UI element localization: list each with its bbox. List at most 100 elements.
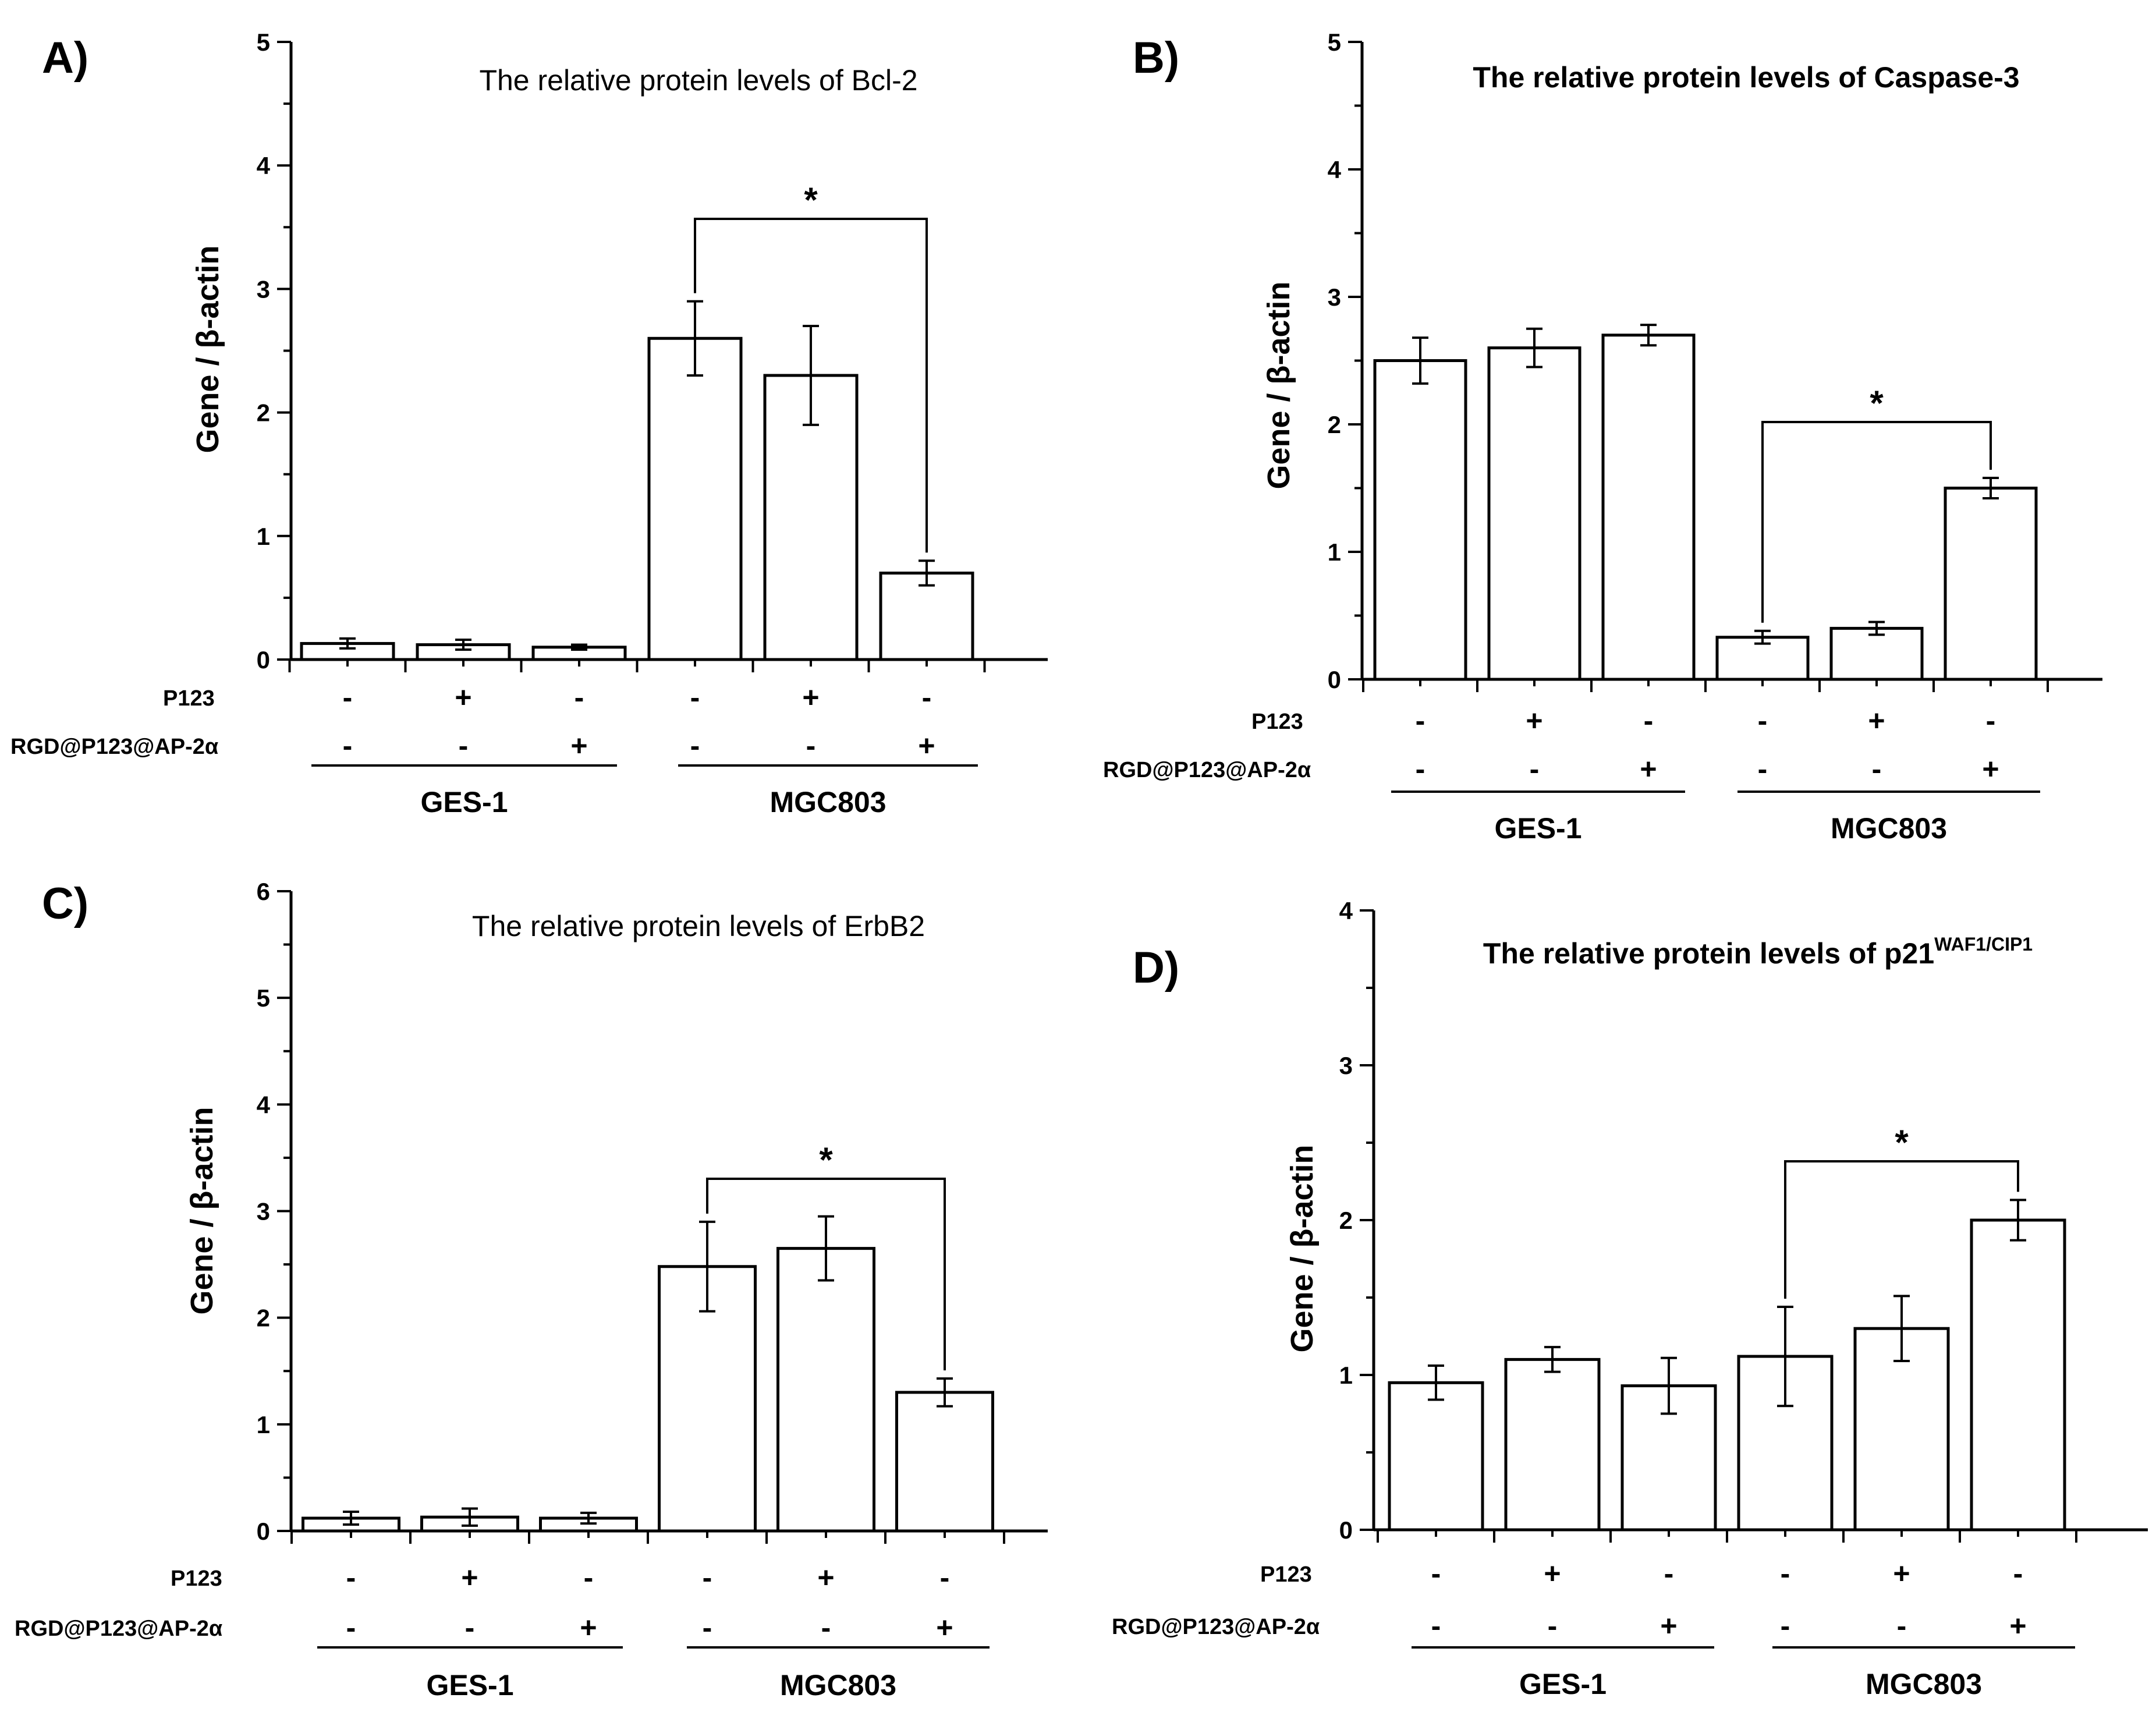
y-tick-label: 2 [257, 399, 270, 427]
y-tick-label: 3 [257, 1198, 270, 1225]
treatment-sign: - [1758, 704, 1768, 737]
treatment-sign: - [459, 729, 469, 762]
treatment-sign: - [1781, 1610, 1790, 1642]
y-tick-label: 1 [257, 1411, 270, 1438]
bar [776, 1247, 875, 1533]
group-label: GES-1 [1519, 1668, 1607, 1700]
treatment-sign: - [2013, 1557, 2023, 1590]
y-tick-label: 0 [257, 1518, 270, 1545]
treatment-sign: + [1868, 704, 1885, 737]
treatment-sign: - [690, 681, 700, 714]
treatment-sign: - [1758, 753, 1768, 785]
panel-b: B) The relative protein levels of Caspase… [1103, 29, 2102, 845]
group-label: GES-1 [1494, 812, 1581, 845]
bar [1970, 1218, 2066, 1532]
treatment-sign: - [584, 1561, 594, 1594]
treatment-sign: - [575, 681, 584, 714]
y-tick-label: 2 [257, 1305, 270, 1332]
y-tick-label: 3 [1339, 1052, 1353, 1079]
treatment-row-label: RGD@P123@AP-2α [1112, 1615, 1320, 1639]
treatment-sign: + [817, 1561, 834, 1594]
treatment-sign: - [1986, 704, 1996, 737]
treatment-sign: - [346, 1561, 356, 1594]
bar [1373, 359, 1467, 681]
treatment-sign: - [690, 729, 700, 762]
treatment-row-label: P123 [163, 686, 215, 711]
y-tick-label: 5 [257, 29, 270, 56]
chart-title-main: The relative protein levels of p21 [1483, 937, 1934, 970]
y-tick-label: 0 [1328, 666, 1341, 693]
bar [1944, 487, 2038, 681]
panel-letter: A) [42, 33, 88, 83]
y-tick-label: 0 [257, 646, 270, 674]
y-tick-label: 2 [1339, 1207, 1353, 1234]
panel-letter: D) [1133, 943, 1179, 993]
treatment-sign: + [461, 1561, 478, 1594]
treatment-sign: + [1640, 753, 1657, 785]
treatment-sign: - [703, 1611, 712, 1644]
treatment-sign: - [1548, 1610, 1558, 1642]
significance-bracket [706, 1178, 946, 1371]
treatment-sign: - [343, 729, 353, 762]
y-tick-label: 4 [1339, 897, 1353, 924]
treatment-sign: + [1893, 1557, 1910, 1590]
chart-title: The relative protein levels of p21WAF1/C… [1483, 934, 2033, 970]
bar [1504, 1357, 1601, 1532]
significance-bracket [1761, 421, 1992, 623]
treatment-sign: + [1982, 753, 1999, 785]
panel-letter: C) [42, 879, 88, 928]
y-axis-label: Gene / β-actin [1261, 281, 1296, 489]
panel-d: D) The relative protein levels of p21WAF1… [1112, 897, 2148, 1700]
y-tick-label: 1 [257, 523, 270, 550]
treatment-sign: - [1644, 704, 1654, 737]
y-axis-label: Gene / β-actin [1285, 1144, 1320, 1352]
treatment-sign: + [455, 681, 471, 714]
significance-star: * [804, 180, 818, 219]
panel-c: C) The relative protein levels of ErbB2 0 1… [15, 878, 1048, 1702]
treatment-sign: - [1416, 753, 1425, 785]
bar [1388, 1381, 1484, 1532]
group-label: MGC803 [1866, 1668, 1982, 1700]
treatment-sign: - [806, 729, 816, 762]
group-label: MGC803 [1831, 812, 1947, 845]
group-label: GES-1 [426, 1669, 513, 1702]
treatment-row-label: P123 [171, 1566, 222, 1591]
bar [647, 336, 743, 661]
treatment-sign: - [922, 681, 932, 714]
treatment-row-label: P123 [1260, 1562, 1312, 1587]
significance-bracket [1784, 1160, 2019, 1299]
y-tick-label: 2 [1328, 411, 1341, 438]
treatment-sign: - [703, 1561, 712, 1594]
bar [1829, 626, 1924, 681]
bar [895, 1391, 994, 1533]
significance-bracket [694, 218, 928, 553]
treatment-sign: - [346, 1611, 356, 1644]
treatment-sign: - [1872, 753, 1882, 785]
group-label: GES-1 [420, 786, 508, 818]
group-label: MGC803 [780, 1669, 896, 1702]
bar [879, 571, 974, 661]
treatment-sign: - [1897, 1610, 1907, 1642]
panel-a: A) The relative protein levels of Bcl-2 0 1… [10, 29, 1048, 818]
panel-letter: B) [1133, 33, 1179, 83]
y-tick-label: 1 [1339, 1362, 1353, 1389]
treatment-sign: - [940, 1561, 950, 1594]
significance-star: * [819, 1140, 833, 1179]
treatment-row-label: RGD@P123@AP-2α [10, 735, 218, 759]
treatment-sign: + [936, 1611, 953, 1644]
treatment-sign: + [918, 729, 935, 762]
treatment-sign: - [1664, 1557, 1674, 1590]
treatment-sign: - [465, 1611, 475, 1644]
y-tick-label: 4 [257, 1091, 271, 1118]
treatment-sign: + [570, 729, 587, 762]
treatment-sign: + [2009, 1610, 2026, 1642]
treatment-sign: - [1431, 1610, 1441, 1642]
y-tick-label: 3 [1328, 283, 1341, 311]
significance-star: * [1870, 384, 1884, 423]
treatment-sign: + [1544, 1557, 1561, 1590]
chart-title: The relative protein levels of ErbB2 [472, 910, 925, 942]
chart-title-superscript: WAF1/CIP1 [1934, 934, 2033, 955]
treatment-sign: + [1526, 704, 1542, 737]
treatment-sign: + [802, 681, 819, 714]
